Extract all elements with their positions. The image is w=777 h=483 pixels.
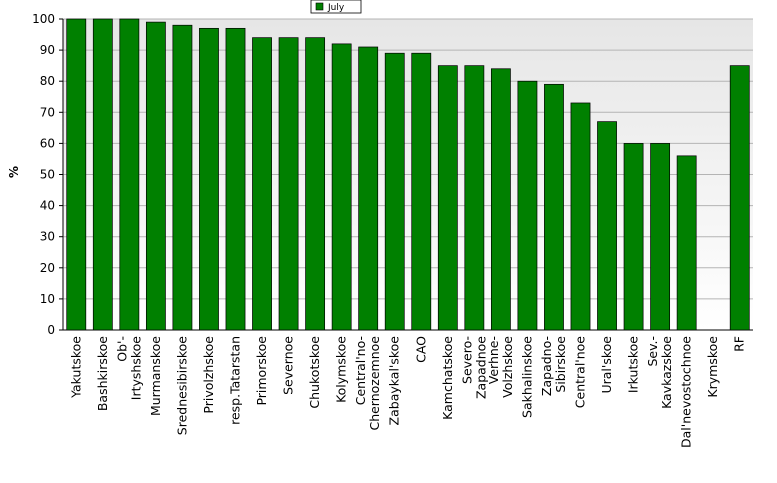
y-tick-label: 50 (40, 168, 55, 182)
y-tick-label: 20 (40, 261, 55, 275)
x-tick-label: Sev.-Kavkazskoe (645, 336, 674, 409)
bar (119, 18, 140, 331)
bar (464, 65, 485, 331)
x-tick-label: Verhne-Volzhskoe (486, 336, 515, 398)
y-tick-label: 0 (47, 323, 55, 337)
x-tick-label: Srednesibirskoe (174, 336, 189, 436)
y-tick-label: 10 (40, 292, 55, 306)
x-tick-label: CAO (413, 336, 428, 363)
bar (145, 21, 166, 331)
bar (517, 80, 538, 331)
x-tick-label: Ural'skoe (599, 336, 614, 394)
y-tick-label: 30 (40, 230, 55, 244)
x-tick-label: Dal'nevostochnoe (679, 336, 694, 448)
legend-swatch (315, 2, 324, 11)
x-tick-label: Yakutskoe (68, 336, 83, 399)
x-tick-label: Ob'-Irtyshskoe (114, 336, 143, 401)
x-tick-label: resp.Tatarstan (228, 336, 243, 425)
bar (252, 37, 272, 331)
x-tick-label: Zabaykal'skoe (387, 336, 402, 426)
bar (729, 65, 750, 331)
y-tick-label: 40 (40, 199, 55, 213)
x-tick-label: Murmanskoe (148, 336, 163, 416)
x-tick-label: Primorskoe (254, 336, 269, 406)
bar (650, 143, 671, 331)
bar (172, 24, 193, 331)
bar (305, 37, 326, 331)
x-tick-label: Severnoe (281, 336, 296, 395)
y-tick-label: 90 (40, 43, 55, 57)
y-tick-label: 100 (32, 12, 55, 26)
x-tick-label: Irkutskoe (626, 336, 641, 393)
x-tick-label: Kolymskoe (334, 336, 349, 403)
x-tick-label: Zapadno-Sibirskoe (539, 336, 568, 396)
x-tick-label: Bashkirskoe (95, 336, 110, 411)
bar (199, 27, 219, 331)
x-tick-label: Privolzhskoe (201, 336, 216, 414)
x-tick-label: Chukotskoe (307, 336, 322, 409)
legend-label: July (327, 3, 345, 13)
y-tick-label: 60 (40, 136, 55, 150)
legend: July (310, 0, 362, 14)
bar (437, 65, 458, 331)
bar (92, 18, 113, 331)
x-tick-label: Krymskoe (705, 336, 720, 398)
bar (384, 52, 405, 331)
x-tick-label: Central'noe (573, 336, 588, 409)
bar (676, 155, 697, 331)
bar (544, 83, 564, 331)
bar (570, 102, 591, 331)
x-tick-label: Sakhalinskoe (519, 336, 534, 418)
y-axis-label: % (7, 166, 21, 178)
bar (623, 143, 644, 331)
x-tick-label: RF (732, 336, 747, 352)
bar (411, 52, 432, 331)
bar (225, 27, 246, 331)
bar (490, 68, 511, 331)
bar (331, 43, 352, 331)
y-tick-label: 70 (40, 105, 55, 119)
bar (358, 46, 379, 331)
bar (597, 121, 617, 331)
legend-box (310, 0, 362, 14)
x-tick-label: Severo-Zapadnoe (459, 336, 488, 399)
x-tick-label: Kamchatskoe (440, 336, 455, 420)
x-tick-label: Central'no-Chernozemnoe (353, 336, 382, 431)
y-tick-label: 80 (40, 74, 55, 88)
bar (278, 37, 299, 331)
bar (66, 18, 87, 331)
